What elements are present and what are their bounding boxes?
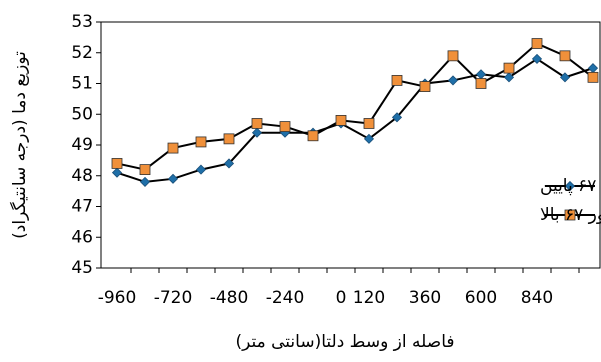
y-tick-label: 47: [71, 197, 93, 217]
x-tick-label: -960: [98, 288, 137, 308]
marker: [503, 72, 515, 83]
y-axis-title: توزیع دما (درجه سانتیگراد): [9, 51, 30, 239]
marker: [587, 71, 599, 83]
marker: [111, 158, 123, 169]
x-axis-title: فاصله از وسط دلتا(سانتی متر): [235, 332, 454, 352]
legend-label: رادیاتور ۶۷ بالا: [540, 205, 601, 225]
y-tick-label: 46: [71, 227, 93, 247]
marker: [139, 164, 151, 176]
marker: [391, 112, 403, 123]
marker: [223, 158, 235, 169]
x-tick-label: -720: [154, 288, 193, 308]
x-tick-label: -480: [210, 288, 249, 308]
y-tick-label: 53: [71, 12, 93, 32]
marker: [559, 72, 571, 83]
series-line: [116, 42, 594, 171]
marker: [111, 167, 123, 178]
marker: [391, 75, 403, 86]
marker: [559, 50, 571, 62]
y-tick-label: 50: [71, 104, 93, 124]
x-tick-label: 120: [353, 288, 385, 308]
marker: [475, 78, 487, 89]
marker: [139, 176, 151, 187]
y-tick-label: 48: [71, 166, 93, 186]
marker: [223, 133, 235, 145]
marker: [531, 53, 543, 64]
x-tick-label: 840: [521, 288, 553, 308]
marker: [195, 164, 207, 175]
y-tick-label: 51: [71, 74, 93, 94]
legend-marker: [564, 180, 576, 192]
marker: [307, 130, 319, 142]
marker: [503, 62, 515, 74]
series-line: [116, 57, 594, 183]
y-tick-label: 45: [71, 258, 93, 278]
legend-marker: [564, 209, 576, 221]
marker: [363, 133, 375, 144]
marker: [531, 38, 543, 49]
marker: [167, 173, 179, 184]
x-tick-label: 0: [336, 288, 347, 308]
y-tick-label: 49: [71, 135, 93, 155]
marker: [447, 50, 459, 62]
marker: [195, 136, 207, 148]
marker: [335, 115, 347, 126]
marker: [447, 75, 459, 86]
x-tick-label: 600: [465, 288, 497, 308]
y-tick-label: 52: [71, 43, 93, 63]
marker: [587, 63, 599, 74]
marker: [363, 118, 375, 129]
legend-label: رادیاتور ۶۷ پایین: [540, 176, 601, 196]
marker: [279, 121, 291, 132]
marker: [475, 69, 487, 80]
x-tick-label: 360: [409, 288, 441, 308]
x-tick-label: -240: [266, 288, 305, 308]
marker: [251, 127, 263, 138]
marker: [419, 81, 431, 92]
marker: [167, 142, 179, 154]
marker: [251, 118, 263, 129]
